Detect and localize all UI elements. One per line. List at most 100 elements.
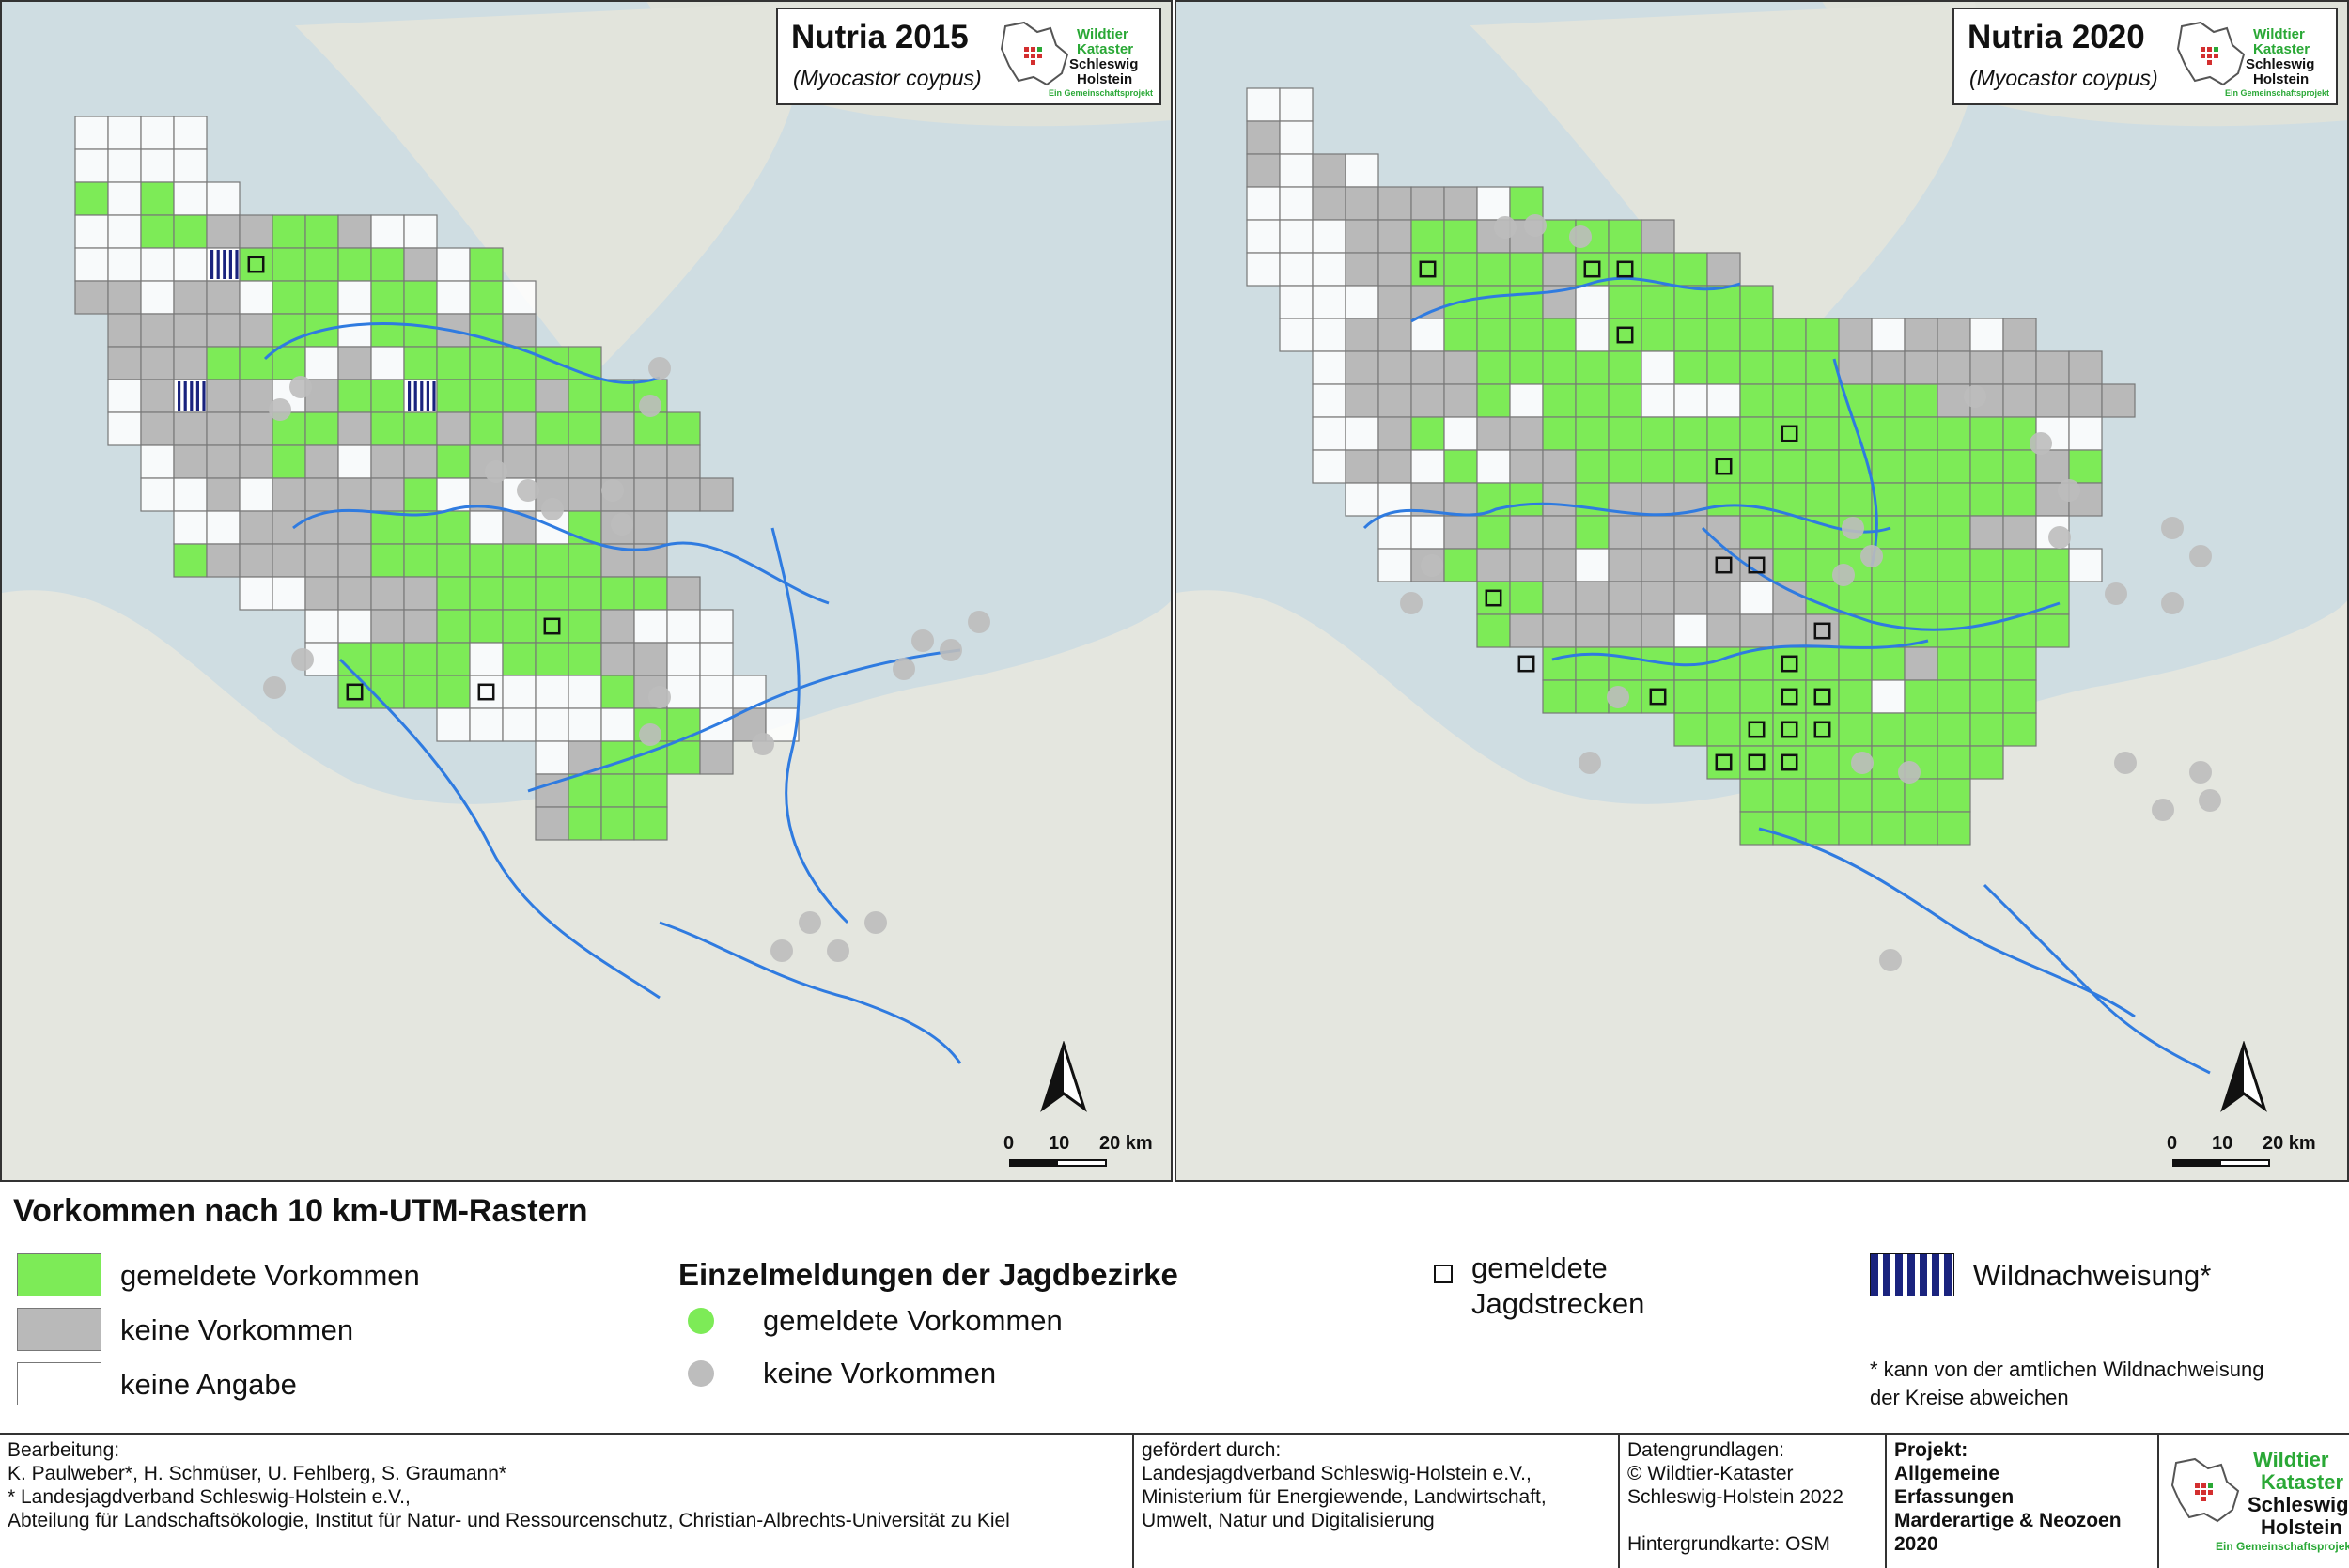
grid-cell <box>1706 646 1741 681</box>
grid-cell <box>206 313 241 348</box>
grid-cell <box>1410 449 1445 484</box>
grid-cell <box>1410 383 1445 418</box>
grid-cell <box>304 280 339 315</box>
grid-cell <box>1246 120 1281 155</box>
grid-cell <box>1575 646 1610 681</box>
grid-cell <box>239 510 273 545</box>
grid-cell <box>2035 350 2070 385</box>
grid-cell <box>600 379 635 413</box>
grid-cell <box>469 707 504 742</box>
grid-cell <box>436 707 471 742</box>
grid-cell <box>1739 416 1774 451</box>
grid-cell <box>1312 252 1346 287</box>
hunting-square <box>1813 688 1831 706</box>
grid-cell <box>1673 581 1708 615</box>
grid-cell <box>1904 778 1938 813</box>
north-arrow-icon <box>1040 1041 1087 1112</box>
label-district-absent: keine Vorkommen <box>763 1357 997 1389</box>
grid-cell <box>2002 581 2037 615</box>
label-hunting-1: gemeldete <box>1471 1251 1608 1284</box>
grid-cell <box>1904 548 1938 582</box>
grid-cell <box>1345 219 1379 254</box>
grid-cell <box>1476 252 1511 287</box>
grid-cell <box>699 675 734 709</box>
grid-cell <box>2002 548 2037 582</box>
grid-cell <box>600 707 635 742</box>
grid-cell <box>568 740 602 775</box>
grid-cell <box>1443 318 1478 352</box>
grid-cell <box>1575 383 1610 418</box>
grid-cell <box>1542 482 1577 517</box>
grid-cell <box>1706 318 1741 352</box>
grid-cell <box>1871 416 1906 451</box>
grid-cell <box>1608 449 1642 484</box>
grid-cell <box>1706 548 1741 582</box>
grid-cell <box>1476 613 1511 648</box>
district-dot <box>611 513 633 536</box>
footer-data-sources: Datengrundlagen: © Wildtier-Kataster Sch… <box>1620 1433 1887 1568</box>
grid-cell <box>206 543 241 578</box>
grid-cell <box>1443 548 1478 582</box>
grid-cell <box>1969 515 2004 550</box>
grid-cell <box>1739 383 1774 418</box>
map-2020[interactable]: Nutria 2020 (Myocastor coypus) Wildtier … <box>1174 0 2349 1182</box>
grid-cell <box>1641 318 1675 352</box>
grid-cell <box>337 247 372 282</box>
district-dot <box>263 676 286 699</box>
grid-cell <box>535 379 569 413</box>
hatch-stripe <box>183 381 187 411</box>
grid-cell <box>502 675 537 709</box>
grid-cell <box>1312 318 1346 352</box>
map-2015[interactable]: Nutria 2015 (Myocastor coypus) Wildtier … <box>0 0 1173 1182</box>
grid-cell <box>304 346 339 380</box>
grid-cell <box>403 642 438 676</box>
grid-cell <box>1772 679 1807 714</box>
grid-cell <box>1608 646 1642 681</box>
grid-cell <box>1279 318 1314 352</box>
grid-cell <box>535 642 569 676</box>
map-title: Nutria 2020 <box>1968 19 2145 55</box>
grid-cell <box>239 280 273 315</box>
hunting-square <box>543 617 561 635</box>
grid-cell <box>1805 416 1840 451</box>
grid-cell <box>469 675 504 709</box>
label-district-present: gemeldete Vorkommen <box>763 1304 1063 1337</box>
grid-cell <box>1673 449 1708 484</box>
grid-cell <box>1641 219 1675 254</box>
grid-cell <box>1509 318 1544 352</box>
grid-cell <box>1377 186 1412 221</box>
grid-cell <box>2002 515 2037 550</box>
grid-cell <box>206 280 241 315</box>
grid-cell <box>239 411 273 446</box>
grid-cell <box>1509 515 1544 550</box>
grid-cell <box>1509 252 1544 287</box>
grid-cell <box>2002 712 2037 747</box>
grid-cell <box>436 675 471 709</box>
grid-cell <box>1476 416 1511 451</box>
grid-cell <box>1410 219 1445 254</box>
grid-cell <box>173 543 208 578</box>
grid-cell <box>370 411 405 446</box>
grid-cell <box>1739 745 1774 780</box>
hunting-square <box>1813 721 1831 738</box>
grid-cell <box>1608 515 1642 550</box>
grid-cell <box>1641 350 1675 385</box>
district-dot <box>864 911 887 934</box>
grid-cell <box>1772 318 1807 352</box>
grid-cell <box>1509 285 1544 319</box>
grid-cell <box>600 675 635 709</box>
label-grid-present: gemeldete Vorkommen <box>120 1259 420 1292</box>
grid-cell <box>107 379 142 413</box>
grid-cell <box>1443 383 1478 418</box>
grid-cell <box>1542 581 1577 615</box>
grid-cell <box>272 543 306 578</box>
grid-cell <box>206 181 241 216</box>
district-dot <box>2161 592 2184 614</box>
grid-cell <box>1509 548 1544 582</box>
river <box>1983 883 2211 1075</box>
grid-cell <box>1575 581 1610 615</box>
district-dot <box>799 911 821 934</box>
grid-cell <box>1805 679 1840 714</box>
grid-cell <box>173 181 208 216</box>
grid-cell <box>1805 778 1840 813</box>
